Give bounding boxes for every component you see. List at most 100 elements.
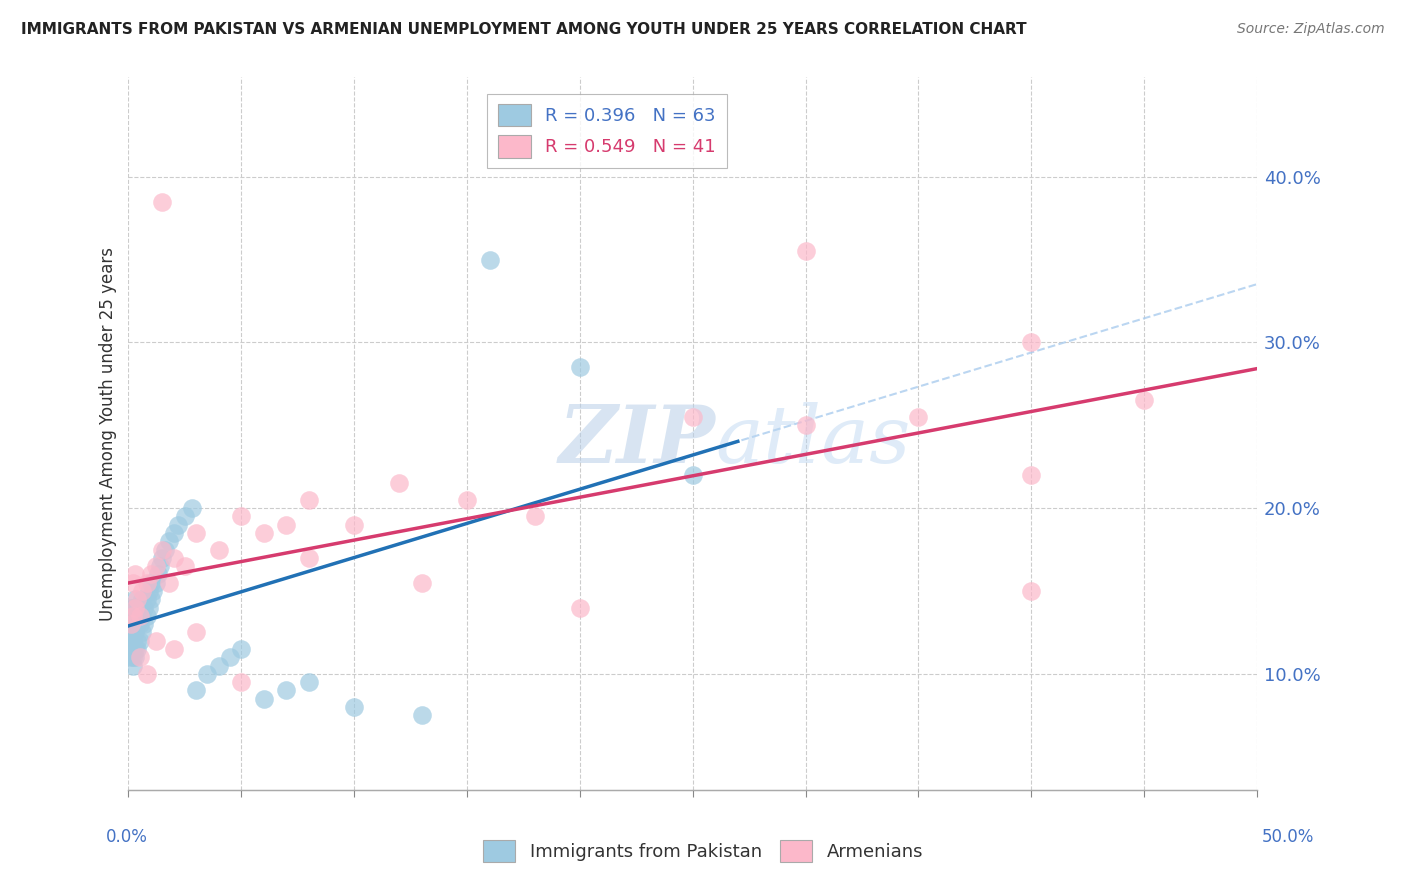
Point bbox=[411, 708, 433, 723]
Point bbox=[186, 683, 208, 698]
Point bbox=[794, 244, 817, 259]
Point bbox=[127, 642, 149, 657]
Point bbox=[131, 625, 153, 640]
Text: Source: ZipAtlas.com: Source: ZipAtlas.com bbox=[1237, 22, 1385, 37]
Point bbox=[127, 600, 149, 615]
Point bbox=[128, 633, 150, 648]
Point bbox=[138, 600, 160, 615]
Point bbox=[117, 617, 139, 632]
Point bbox=[120, 617, 142, 632]
Point bbox=[298, 675, 321, 690]
Point bbox=[139, 592, 162, 607]
Point bbox=[197, 666, 219, 681]
Point bbox=[138, 584, 160, 599]
Point bbox=[145, 559, 167, 574]
Point bbox=[124, 650, 146, 665]
Point bbox=[139, 575, 162, 590]
Point bbox=[124, 642, 146, 657]
Text: IMMIGRANTS FROM PAKISTAN VS ARMENIAN UNEMPLOYMENT AMONG YOUTH UNDER 25 YEARS COR: IMMIGRANTS FROM PAKISTAN VS ARMENIAN UNE… bbox=[21, 22, 1026, 37]
Point bbox=[135, 592, 157, 607]
Point bbox=[162, 526, 184, 541]
Point bbox=[388, 476, 411, 491]
Point bbox=[682, 410, 704, 425]
Point bbox=[157, 575, 180, 590]
Point bbox=[122, 575, 145, 590]
Point bbox=[124, 600, 146, 615]
Point bbox=[120, 617, 142, 632]
Point bbox=[124, 592, 146, 607]
Point bbox=[127, 633, 149, 648]
Point bbox=[122, 617, 145, 632]
Point bbox=[131, 608, 153, 623]
Point bbox=[128, 617, 150, 632]
Point bbox=[568, 360, 591, 375]
Point bbox=[343, 700, 366, 714]
Point bbox=[276, 517, 298, 532]
Point bbox=[150, 550, 173, 565]
Point bbox=[124, 625, 146, 640]
Point bbox=[298, 492, 321, 507]
Point bbox=[128, 600, 150, 615]
Point bbox=[127, 617, 149, 632]
Point bbox=[298, 550, 321, 565]
Point bbox=[120, 650, 142, 665]
Point bbox=[682, 468, 704, 483]
Point bbox=[208, 542, 231, 557]
Point bbox=[231, 675, 253, 690]
Point bbox=[131, 592, 153, 607]
Point bbox=[167, 517, 190, 532]
Point bbox=[122, 633, 145, 648]
Text: 0.0%: 0.0% bbox=[105, 828, 148, 846]
Point bbox=[186, 625, 208, 640]
Point bbox=[523, 509, 546, 524]
Legend: R = 0.396   N = 63, R = 0.549   N = 41: R = 0.396 N = 63, R = 0.549 N = 41 bbox=[488, 94, 727, 169]
Legend: Immigrants from Pakistan, Armenians: Immigrants from Pakistan, Armenians bbox=[475, 833, 931, 870]
Point bbox=[120, 625, 142, 640]
Point bbox=[153, 542, 176, 557]
Point bbox=[150, 194, 173, 209]
Point bbox=[117, 608, 139, 623]
Point bbox=[219, 650, 242, 665]
Point bbox=[343, 517, 366, 532]
Point bbox=[162, 550, 184, 565]
Point bbox=[174, 559, 197, 574]
Point bbox=[186, 526, 208, 541]
Point bbox=[1133, 393, 1156, 408]
Point bbox=[907, 410, 929, 425]
Point bbox=[122, 608, 145, 623]
Point bbox=[145, 633, 167, 648]
Point bbox=[135, 575, 157, 590]
Point bbox=[568, 600, 591, 615]
Point bbox=[411, 575, 433, 590]
Point bbox=[134, 617, 156, 632]
Point bbox=[120, 600, 142, 615]
Point bbox=[120, 608, 142, 623]
Point bbox=[142, 584, 165, 599]
Text: atlas: atlas bbox=[716, 402, 911, 480]
Point bbox=[174, 509, 197, 524]
Point bbox=[231, 509, 253, 524]
Point bbox=[139, 567, 162, 582]
Point bbox=[146, 567, 169, 582]
Point bbox=[127, 592, 149, 607]
Point bbox=[149, 559, 172, 574]
Point bbox=[162, 642, 184, 657]
Point bbox=[134, 600, 156, 615]
Point bbox=[150, 542, 173, 557]
Point bbox=[122, 642, 145, 657]
Point bbox=[122, 650, 145, 665]
Point bbox=[120, 633, 142, 648]
Point bbox=[253, 691, 276, 706]
Point bbox=[145, 575, 167, 590]
Point bbox=[135, 608, 157, 623]
Point bbox=[124, 567, 146, 582]
Point bbox=[128, 650, 150, 665]
Point bbox=[135, 666, 157, 681]
Point bbox=[231, 642, 253, 657]
Point bbox=[157, 534, 180, 549]
Point bbox=[122, 658, 145, 673]
Point bbox=[1019, 335, 1042, 350]
Point bbox=[208, 658, 231, 673]
Point bbox=[253, 526, 276, 541]
Point bbox=[128, 608, 150, 623]
